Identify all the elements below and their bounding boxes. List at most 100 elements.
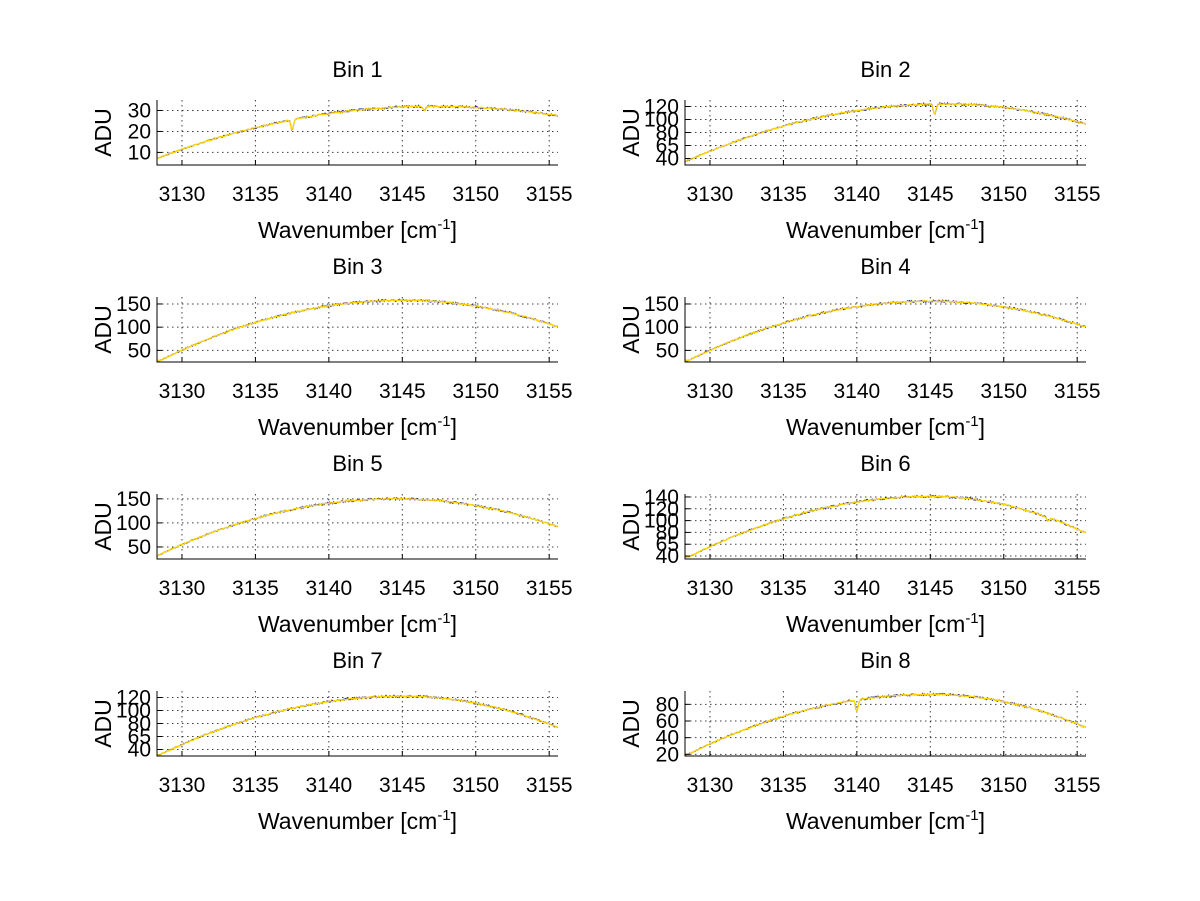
x-tick-label: 3155 [1054, 774, 1101, 797]
y-axis-label: ADU [90, 108, 116, 157]
x-axis-label-end: ] [451, 611, 457, 637]
x-tick-label: 3150 [452, 380, 499, 403]
x-axis-label-main: Wavenumber [cm [786, 217, 965, 243]
y-tick-label: 65 [128, 726, 151, 749]
x-axis-label-main: Wavenumber [cm [258, 808, 437, 834]
x-axis-label-end: ] [979, 217, 985, 243]
x-axis-label: Wavenumber [cm-1] [258, 807, 457, 834]
x-tick-label: 3140 [833, 774, 880, 797]
x-tick-label: 3145 [379, 577, 426, 600]
y-tick-label: 150 [116, 488, 151, 511]
series-line-model [685, 693, 1086, 756]
y-axis-label: ADU [618, 305, 644, 354]
x-tick-label: 3130 [159, 577, 206, 600]
series-line-model [685, 495, 1086, 559]
subplot-title: Bin 3 [332, 254, 382, 279]
x-axis-label-main: Wavenumber [cm [786, 611, 965, 637]
x-tick-label: 3140 [833, 577, 880, 600]
y-tick-label: 10 [128, 141, 151, 164]
axes-box [684, 100, 1086, 166]
y-axis-label: ADU [90, 305, 116, 354]
x-axis-label-end: ] [979, 611, 985, 637]
y-axis-label: ADU [618, 108, 644, 157]
y-tick-label: 40 [656, 148, 679, 171]
x-tick-label: 3130 [159, 380, 206, 403]
x-tick-label: 3145 [907, 380, 954, 403]
series-line-model [157, 695, 558, 756]
x-tick-label: 3135 [760, 577, 807, 600]
x-axis-label-main: Wavenumber [cm [258, 611, 437, 637]
x-tick-label: 3135 [760, 380, 807, 403]
x-tick-label: 3130 [159, 774, 206, 797]
x-axis-label-exponent: -1 [965, 216, 978, 233]
x-tick-label: 3155 [526, 380, 573, 403]
x-axis-label-exponent: -1 [965, 610, 978, 627]
y-tick-label: 60 [656, 710, 679, 733]
x-axis-label: Wavenumber [cm-1] [258, 610, 457, 637]
x-axis-label-exponent: -1 [437, 610, 450, 627]
y-axis-label: ADU [618, 699, 644, 748]
y-tick-label: 65 [656, 533, 679, 556]
x-tick-label: 3145 [379, 774, 426, 797]
x-tick-label: 3140 [305, 774, 352, 797]
y-axis-label: ADU [618, 502, 644, 551]
x-axis-label-exponent: -1 [437, 216, 450, 233]
y-tick-label: 100 [644, 109, 679, 132]
y-tick-label: 50 [656, 339, 679, 362]
x-tick-label: 3130 [687, 380, 734, 403]
x-tick-label: 3135 [760, 183, 807, 206]
x-tick-label: 3150 [452, 774, 499, 797]
x-tick-label: 3155 [1054, 577, 1101, 600]
x-tick-label: 3140 [833, 380, 880, 403]
series-line-measured [685, 494, 1086, 558]
y-axis-label: ADU [90, 502, 116, 551]
axes-box [684, 297, 1086, 363]
x-axis-label: Wavenumber [cm-1] [258, 216, 457, 243]
x-axis-label-end: ] [979, 808, 985, 834]
x-tick-label: 3135 [760, 774, 807, 797]
y-tick-label: 30 [128, 99, 151, 122]
x-axis-label-main: Wavenumber [cm [258, 217, 437, 243]
x-tick-label: 3130 [687, 577, 734, 600]
x-axis-label-exponent: -1 [437, 807, 450, 824]
y-tick-label: 120 [116, 687, 151, 710]
y-tick-label: 80 [656, 521, 679, 544]
x-tick-label: 3130 [159, 183, 206, 206]
x-tick-label: 3150 [980, 774, 1027, 797]
x-axis-label: Wavenumber [cm-1] [786, 216, 985, 243]
y-tick-label: 40 [656, 545, 679, 568]
series-line-measured [685, 692, 1086, 756]
x-axis-label-main: Wavenumber [cm [786, 808, 965, 834]
x-tick-label: 3135 [232, 774, 279, 797]
y-tick-label: 40 [656, 727, 679, 750]
subplot-bin-6: Bin 6 3130 3135 3140 3145 3150 3155 40658010012… [618, 451, 1101, 637]
y-tick-label: 40 [128, 739, 151, 762]
x-tick-label: 3150 [980, 380, 1027, 403]
y-tick-label: 80 [128, 713, 151, 736]
series-line-measured [685, 299, 1086, 362]
y-axis-label: ADU [90, 699, 116, 748]
series-line-model [157, 105, 558, 160]
x-axis-label-main: Wavenumber [cm [258, 414, 437, 440]
subplot-bin-2: Bin 2 3130 3135 3140 3145 3150 3155 40658010012… [618, 57, 1101, 243]
subplot-title: Bin 4 [860, 254, 910, 279]
x-axis-label: Wavenumber [cm-1] [786, 807, 985, 834]
x-tick-label: 3150 [980, 183, 1027, 206]
x-tick-label: 3150 [980, 577, 1027, 600]
x-axis-label: Wavenumber [cm-1] [258, 413, 457, 440]
y-tick-label: 100 [116, 512, 151, 535]
axes-box [684, 691, 1086, 757]
x-axis-label-exponent: -1 [437, 413, 450, 430]
subplot-bin-5: Bin 5 3130 3135 3140 3145 3150 3155 50100150ADU… [90, 451, 573, 637]
x-axis-label: Wavenumber [cm-1] [786, 610, 985, 637]
x-tick-label: 3140 [305, 183, 352, 206]
y-tick-label: 65 [656, 135, 679, 158]
x-tick-label: 3150 [452, 577, 499, 600]
x-tick-label: 3140 [305, 577, 352, 600]
axes-box [156, 691, 558, 757]
y-tick-label: 20 [128, 120, 151, 143]
series-line-model [157, 497, 558, 557]
x-tick-label: 3145 [907, 183, 954, 206]
